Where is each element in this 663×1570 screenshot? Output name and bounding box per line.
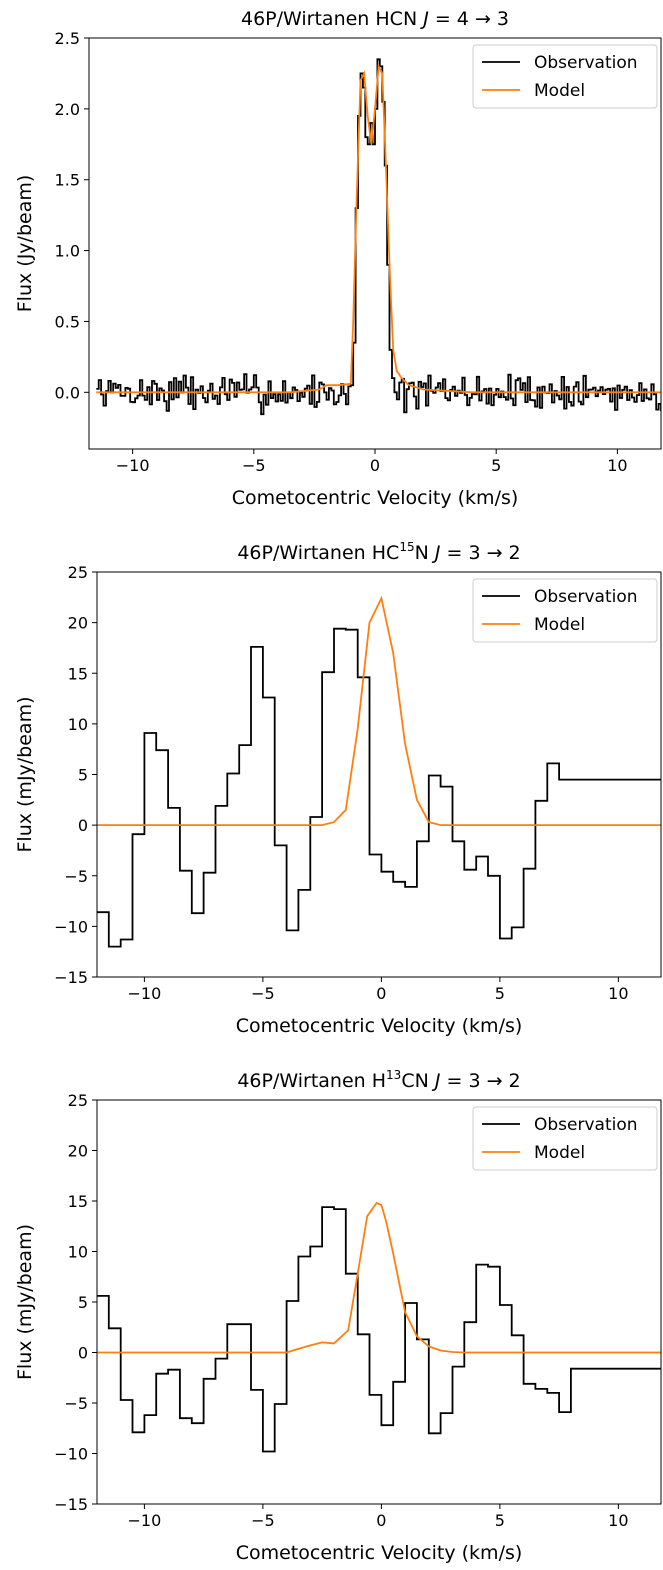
title-part: = 3 → 2	[440, 542, 520, 564]
x-tick-label: 5	[491, 456, 501, 475]
chart-title: 46P/Wirtanen H13CN J = 3 → 2	[237, 1068, 520, 1092]
x-axis-label: Cometocentric Velocity (km/s)	[236, 1542, 523, 1564]
series-line-observation	[96, 58, 661, 416]
y-tick-label: 15	[68, 664, 88, 683]
y-tick-label: 20	[68, 614, 88, 633]
y-tick-label: 10	[68, 715, 88, 734]
title-part: CN	[401, 1070, 435, 1092]
title-part: 46P/Wirtanen HC	[237, 542, 399, 564]
chart-panel-2: 46P/Wirtanen HC15N J = 3 → 2−10 −5 0 5 10−15…	[14, 540, 662, 1037]
chart-title: 46P/Wirtanen HCN J = 4 → 3	[241, 8, 509, 30]
y-tick-label: 10	[68, 1243, 88, 1262]
y-tick-label: 25	[68, 563, 88, 582]
x-tick-label: −10	[116, 456, 150, 475]
y-tick-label: 20	[68, 1142, 88, 1161]
y-tick-label: 0.0	[55, 383, 80, 402]
y-tick-label: −5	[64, 867, 88, 886]
x-tick-label: 5	[495, 984, 505, 1003]
x-tick-label: −10	[128, 1511, 162, 1530]
title-part: J	[419, 8, 429, 30]
legend-label: Observation	[534, 587, 638, 607]
y-tick-label: −5	[64, 1394, 88, 1413]
x-tick-label: 5	[495, 1511, 505, 1530]
y-axis-label: Flux (Jy/beam)	[14, 175, 36, 313]
x-tick-label: 0	[370, 456, 380, 475]
title-part: 46P/Wirtanen H	[237, 1070, 386, 1092]
y-tick-label: 15	[68, 1192, 88, 1211]
y-tick-label: 0	[78, 1344, 88, 1363]
chart-panel-1: 46P/Wirtanen HCN J = 4 → 3 −10 −5 0 5 10 0.0 0.…	[14, 8, 662, 509]
x-tick-label: 0	[376, 984, 386, 1003]
y-axis-label: Flux (mJy/beam)	[14, 1224, 36, 1380]
title-part: = 4 → 3	[429, 8, 509, 30]
legend: Observation Model	[472, 1106, 658, 1171]
legend-label: Observation	[534, 1115, 638, 1135]
x-tick-label: −5	[251, 1511, 275, 1530]
series-line-model	[96, 63, 661, 394]
legend-label: Model	[534, 615, 585, 635]
title-part: 46P/Wirtanen HCN	[241, 8, 423, 30]
x-tick-label: −5	[242, 456, 266, 475]
title-part: J	[431, 542, 441, 564]
y-tick-label: 2.0	[55, 100, 80, 119]
y-tick-label: 2.5	[55, 29, 80, 48]
legend: Observation Model	[472, 578, 658, 643]
legend-label: Observation	[534, 53, 638, 73]
x-tick-label: 0	[376, 1511, 386, 1530]
x-tick-label: 10	[608, 1511, 628, 1530]
title-part: J	[431, 1070, 441, 1092]
y-tick-label: 5	[78, 1293, 88, 1312]
x-tick-label: 10	[607, 456, 627, 475]
legend: Observation Model	[472, 44, 658, 109]
x-axis-label: Cometocentric Velocity (km/s)	[232, 487, 519, 509]
legend-label: Model	[534, 81, 585, 101]
series-line-model	[97, 595, 661, 826]
chart-panel-3: 46P/Wirtanen H13CN J = 3 → 2 −10 −5 0 5 10 −15…	[14, 1068, 662, 1564]
legend-box	[472, 44, 658, 109]
chart-title: 46P/Wirtanen HC15N J = 3 → 2	[237, 540, 520, 564]
title-part: N	[415, 542, 435, 564]
y-tick-label: 5	[78, 766, 88, 785]
y-tick-label: −10	[54, 1445, 88, 1464]
title-part: 15	[399, 540, 414, 554]
legend-box	[472, 578, 658, 643]
y-tick-label: −10	[54, 917, 88, 936]
legend-box	[472, 1106, 658, 1171]
y-tick-label: −15	[54, 1495, 88, 1514]
x-tick-label: 10	[608, 984, 628, 1003]
x-tick-label: −10	[128, 984, 162, 1003]
y-axis-label: Flux (mJy/beam)	[14, 696, 36, 852]
series-line-observation	[97, 1206, 661, 1453]
y-tick-label: −15	[54, 968, 88, 987]
y-tick-label: 0.5	[55, 312, 80, 331]
title-part: 13	[386, 1068, 401, 1082]
y-tick-label: 0	[78, 816, 88, 835]
y-tick-label: 1.5	[55, 171, 80, 190]
y-tick-label: 1.0	[55, 242, 80, 261]
y-tick-label: 25	[68, 1091, 88, 1110]
x-tick-label: −5	[251, 984, 275, 1003]
x-axis-label: Cometocentric Velocity (km/s)	[236, 1015, 523, 1037]
title-part: = 3 → 2	[440, 1070, 520, 1092]
legend-label: Model	[534, 1143, 585, 1163]
series-line-observation	[97, 627, 661, 948]
series-line-model	[97, 1201, 661, 1354]
